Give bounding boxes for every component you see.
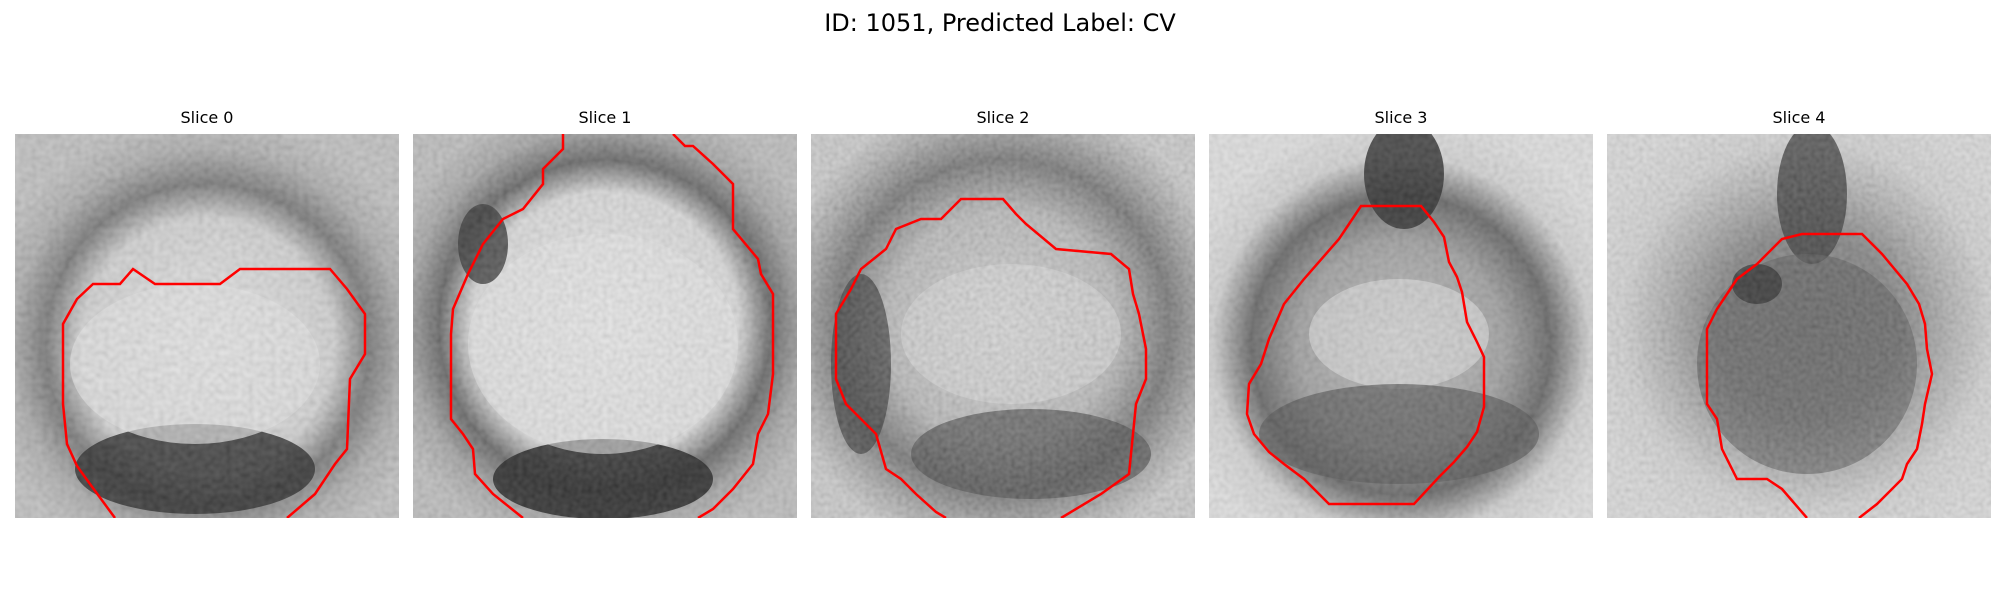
slice-svg-4 <box>1607 134 1991 518</box>
slice-panel-2: Slice 2 <box>811 108 1195 518</box>
slice-panel-4: Slice 4 <box>1607 108 1991 518</box>
slice-panel-1: Slice 1 <box>413 108 797 518</box>
slice-svg-2 <box>811 134 1195 518</box>
figure-title: ID: 1051, Predicted Label: CV <box>824 9 1176 37</box>
contour-line <box>1705 232 1934 518</box>
contour-line <box>1245 204 1486 506</box>
slice-image-1 <box>413 134 797 518</box>
slice-image-3 <box>1209 134 1593 518</box>
slice-title-0: Slice 0 <box>180 108 234 127</box>
slice-image-2 <box>811 134 1195 518</box>
slice-svg-3 <box>1209 134 1593 518</box>
contour-line <box>449 134 565 518</box>
slice-title-3: Slice 3 <box>1374 108 1428 127</box>
slice-title-1: Slice 1 <box>578 108 632 127</box>
contour-line <box>61 267 367 518</box>
contour-line-right <box>672 134 775 518</box>
slice-image-0 <box>15 134 399 518</box>
slice-svg-0 <box>15 134 399 518</box>
contour-line <box>834 197 1148 518</box>
slice-title-4: Slice 4 <box>1772 108 1826 127</box>
slice-title-2: Slice 2 <box>976 108 1030 127</box>
slice-svg-1 <box>413 134 797 518</box>
slice-panel-0: Slice 0 <box>15 108 399 518</box>
slice-image-4 <box>1607 134 1991 518</box>
slice-panel-3: Slice 3 <box>1209 108 1593 518</box>
